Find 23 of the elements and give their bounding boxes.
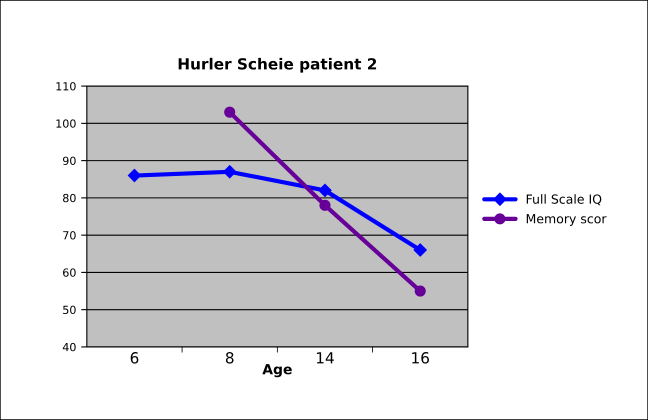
y-tick-label: 50 (63, 306, 76, 314)
y-tick-label: 100 (56, 119, 76, 128)
point (128, 168, 142, 182)
point (223, 165, 236, 178)
x-tick-label: 6 (130, 352, 138, 364)
point (224, 106, 236, 118)
x-tick-label: 16 (412, 352, 429, 364)
chart-title: Hurler Scheie patient 2 (178, 58, 376, 73)
y-tick-label: 90 (62, 156, 76, 165)
point (319, 200, 331, 211)
point (414, 285, 426, 297)
point (414, 243, 427, 257)
y-tick-label: 40 (62, 342, 76, 352)
x-axis-title: Age (262, 364, 292, 378)
legend-label: Full Scale IQ (526, 194, 602, 206)
x-tick-label: 8 (226, 352, 234, 364)
y-tick-label: 80 (63, 194, 76, 202)
y-tick-label: 60 (63, 268, 76, 277)
point (318, 184, 332, 198)
x-tick-label: 14 (316, 352, 334, 364)
y-tick-label: 70 (63, 231, 76, 240)
y-tick-label: 110 (56, 82, 76, 90)
legend-label: Memory scor (526, 214, 607, 226)
